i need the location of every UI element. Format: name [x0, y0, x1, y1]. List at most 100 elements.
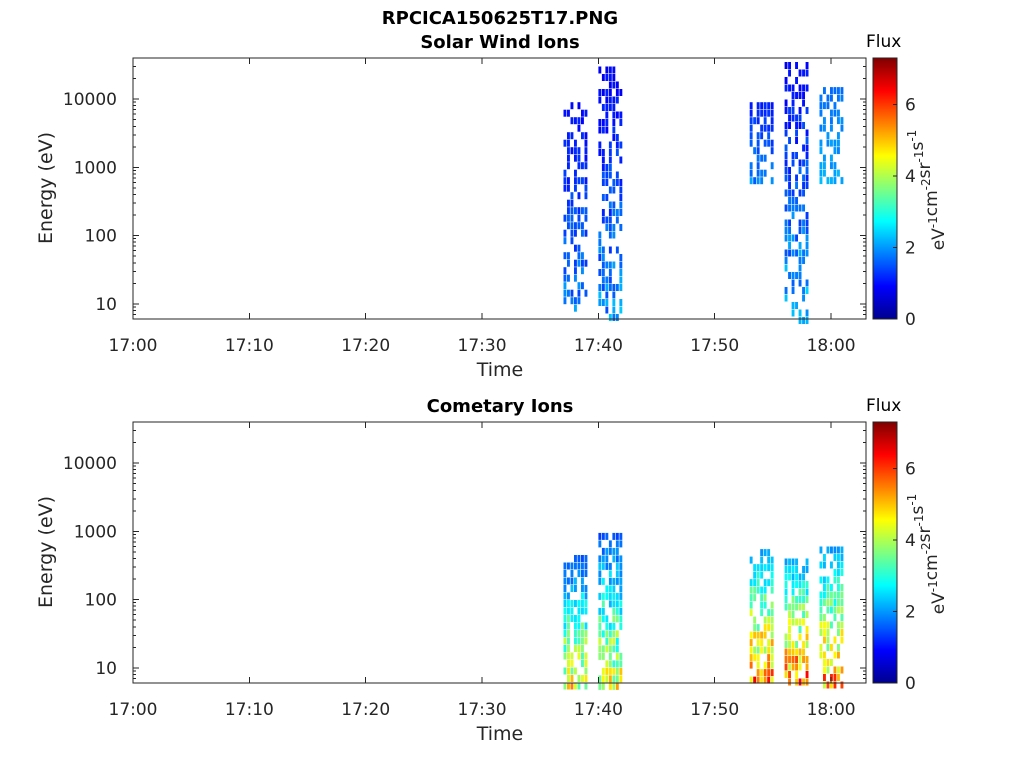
spectrogram-cell [840, 629, 844, 636]
spectrogram-cell [608, 630, 612, 638]
y-tick-label: 10000 [63, 90, 117, 110]
spectrogram-cell [563, 252, 567, 260]
spectrogram-cell [598, 231, 602, 239]
spectrogram-cell [819, 147, 823, 155]
spectrogram-cell [612, 111, 616, 119]
spectrogram-cell [615, 675, 619, 683]
spectrogram-cell [753, 579, 757, 587]
spectrogram-cell [615, 89, 619, 96]
spectrogram-cell [798, 317, 802, 324]
spectrogram-cell [563, 184, 567, 192]
spectrogram-cell [840, 546, 844, 554]
spectrogram-cell [567, 615, 570, 622]
spectrogram-cell [756, 676, 760, 684]
spectrogram-cell [819, 599, 823, 606]
spectrogram-cell [608, 637, 612, 645]
spectrogram-cell [567, 622, 570, 630]
spectrogram-cell [784, 107, 788, 114]
spectrogram-cell [802, 189, 805, 197]
spectrogram-cell [612, 104, 616, 111]
spectrogram-cell [826, 681, 830, 689]
spectrogram-cell [612, 119, 616, 126]
spectrogram-cell [760, 586, 764, 594]
spectrogram-cell [798, 92, 802, 99]
spectrogram-cell [795, 62, 798, 69]
spectrogram-cell [612, 314, 616, 321]
spectrogram-cell [567, 637, 570, 645]
spectrogram-cell [574, 177, 577, 185]
spectrogram-cell [567, 207, 570, 215]
spectrogram-cell [615, 314, 619, 321]
spectrogram-cell [605, 291, 609, 299]
spectrogram-cell [612, 585, 616, 593]
spectrogram-cell [619, 269, 623, 276]
spectrogram-cell [753, 117, 757, 125]
spectrogram-cell [837, 94, 840, 102]
spectrogram-cell [837, 554, 840, 561]
spectrogram-cell [598, 532, 602, 540]
spectrogram-cell [619, 667, 623, 675]
spectrogram-cell [598, 630, 602, 638]
spectrogram-cell [577, 600, 581, 607]
spectrogram-cell [784, 144, 788, 152]
x-tick-label: 17:30 [458, 336, 507, 356]
spectrogram-cell [788, 167, 791, 174]
spectrogram-cell [791, 663, 795, 671]
spectrogram-cell [619, 652, 623, 660]
spectrogram-cell [770, 654, 774, 662]
spectrogram-cell [615, 134, 619, 141]
spectrogram-cell [770, 117, 774, 125]
spectrogram-cell [612, 231, 616, 239]
spectrogram-cell [802, 611, 805, 618]
spectrogram-cell [584, 259, 588, 267]
panel-title: Cometary Ions [427, 396, 574, 417]
spectrogram-cell [574, 630, 577, 637]
spectrogram-cell [584, 660, 588, 667]
spectrogram-cell [791, 558, 795, 566]
spectrogram-cell [830, 599, 833, 606]
spectrogram-cell [608, 209, 612, 216]
spectrogram-cell [601, 547, 605, 555]
spectrogram-cell [840, 569, 844, 576]
spectrogram-cell [598, 126, 602, 134]
spectrogram-cell [826, 606, 830, 614]
spectrogram-cell [791, 603, 795, 611]
spectrogram-cell [584, 600, 588, 607]
spectrogram-cell [805, 152, 809, 159]
spectrogram-cell [574, 585, 577, 592]
spectrogram-cell [581, 577, 584, 585]
spectrogram-cell [612, 547, 616, 555]
spectrogram-cell [615, 645, 619, 653]
spectrogram-cell [598, 555, 602, 563]
spectrogram-cell [837, 561, 840, 569]
spectrogram-cell [577, 147, 581, 155]
spectrogram-cell [763, 109, 767, 117]
spectrogram-cell [805, 588, 809, 596]
spectrogram-cell [577, 555, 581, 562]
spectrogram-cell [830, 591, 833, 599]
spectrogram-cell [612, 96, 616, 104]
spectrogram-cell [798, 272, 802, 279]
spectrogram-cell [749, 139, 753, 147]
spectrogram-cell [760, 631, 764, 639]
spectrogram-cell [798, 633, 802, 641]
spectrogram-cell [601, 630, 605, 638]
spectrogram-cell [584, 555, 588, 562]
spectrogram-cell [795, 596, 798, 603]
spectrogram-cell [563, 577, 567, 585]
spectrogram-cell [805, 167, 809, 174]
spectrogram-cell [802, 581, 805, 588]
spectrogram-cell [830, 117, 833, 125]
spectrogram-cell [837, 644, 840, 651]
spectrogram-cell [598, 89, 602, 96]
spectrogram-cell [612, 600, 616, 608]
spectrogram-cell [802, 573, 805, 581]
spectrogram-cell [833, 546, 837, 554]
spectrogram-cell [584, 139, 588, 147]
spectrogram-cell [612, 179, 616, 186]
spectrogram-cell [805, 633, 809, 641]
spectrogram-cell [819, 177, 823, 185]
spectrogram-cell [840, 94, 844, 102]
x-tick-label: 17:20 [341, 336, 390, 356]
spectrogram-cell [819, 94, 823, 102]
